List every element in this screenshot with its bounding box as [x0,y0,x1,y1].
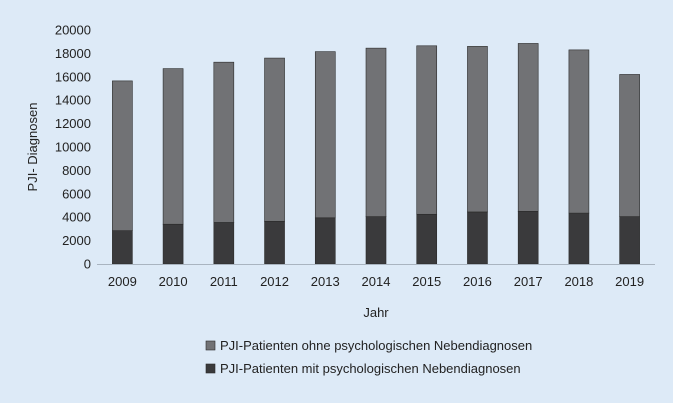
x-tick-label: 2018 [564,274,593,289]
x-tick-label: 2009 [108,274,137,289]
bar-2011-series-1 [213,61,235,223]
y-tick-label: 14000 [55,93,91,108]
bar-2015-series-0 [416,213,438,265]
x-tick-label: 2010 [159,274,188,289]
y-tick-label: 18000 [55,46,91,61]
bar-2012-series-1 [264,57,285,222]
bar-2016-series-1 [467,46,488,213]
bar-2017-series-0 [517,211,539,265]
y-tick-label: 10000 [55,140,91,155]
y-tick-label: 2000 [62,233,91,248]
x-tick-label: 2017 [514,274,543,289]
x-tick-label: 2014 [362,274,391,289]
y-tick-label: 6000 [62,186,91,201]
bar-2019-series-0 [619,216,640,265]
legend-swatch-series-0 [205,363,216,374]
bar-2019-series-1 [619,74,640,217]
legend: PJI-Patienten ohne psychologischen Neben… [205,338,532,376]
y-tick-label: 16000 [55,69,91,84]
bar-2016-series-0 [467,211,488,265]
bar-2017-series-1 [517,43,539,212]
y-tick-label: 12000 [55,116,91,131]
y-tick-label: 8000 [62,163,91,178]
bar-2010-series-1 [162,68,184,225]
legend-label-series-0: PJI-Patienten mit psychologischen Nebend… [220,361,521,376]
legend-swatch-series-1 [205,340,216,351]
bar-2014-series-1 [365,47,387,217]
bar-2011-series-0 [213,222,235,265]
x-tick-label: 2011 [210,274,238,289]
y-axis: 0 2000 4000 6000 8000 10000 12000 14000 16000 180… [55,23,91,272]
bar-2018-series-0 [568,212,590,265]
y-tick-label: 0 [84,257,91,272]
x-axis-title: Jahr [363,305,389,320]
bar-2013-series-1 [314,51,336,219]
legend-label-series-1: PJI-Patienten ohne psychologischen Neben… [220,338,532,353]
bars-group [112,43,640,265]
x-tick-label: 2012 [260,274,289,289]
bar-2009-series-1 [112,80,133,231]
bar-2013-series-0 [314,217,336,265]
bar-2014-series-0 [365,216,387,265]
x-tick-label: 2013 [311,274,340,289]
bar-2012-series-0 [264,220,285,265]
bar-2009-series-0 [112,230,133,265]
x-tick-label: 2016 [463,274,492,289]
x-tick-label: 2015 [412,274,441,289]
bar-2018-series-1 [568,49,590,214]
x-axis: 2009 2010 2011 2012 2013 2014 2015 2016 2017 2018… [108,274,644,289]
y-tick-label: 20000 [55,23,91,38]
bar-2015-series-1 [416,45,438,215]
y-tick-label: 4000 [62,210,91,225]
y-axis-title: PJI- Diagnosen [25,103,40,192]
x-tick-label: 2019 [615,274,644,289]
bar-2010-series-0 [162,223,184,265]
